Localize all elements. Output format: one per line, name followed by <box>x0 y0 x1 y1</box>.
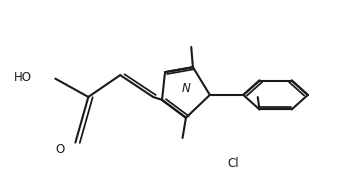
Text: Cl: Cl <box>227 157 239 170</box>
Text: O: O <box>56 143 65 156</box>
Text: HO: HO <box>14 71 32 84</box>
Text: N: N <box>181 82 190 95</box>
